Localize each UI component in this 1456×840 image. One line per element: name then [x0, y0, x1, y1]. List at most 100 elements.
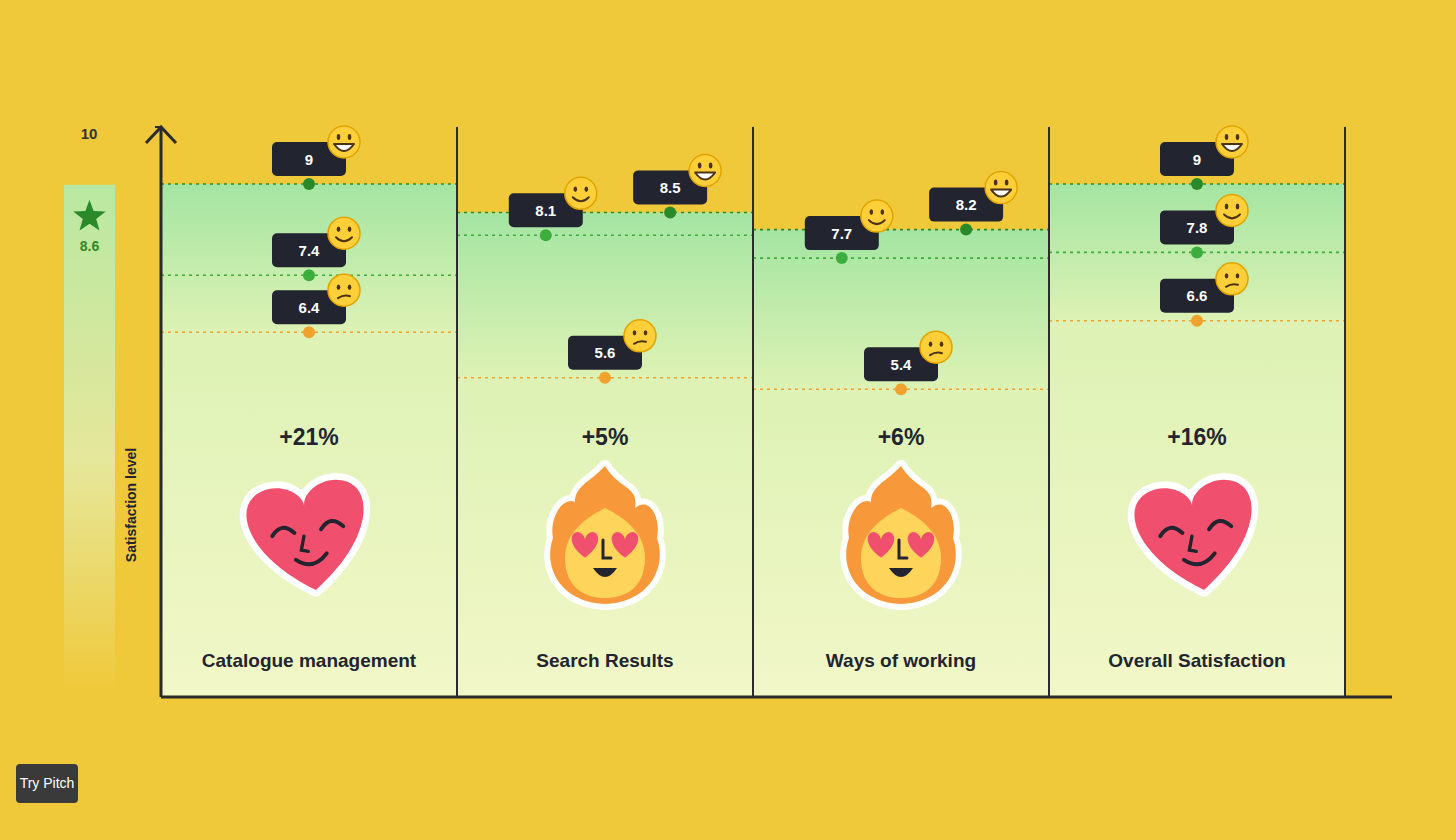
fire-mouth: [593, 568, 617, 577]
heart-icon: [243, 476, 374, 598]
color-bar: [64, 185, 115, 690]
dot: [1191, 246, 1203, 258]
emoji: [689, 155, 721, 187]
fire-inner: [565, 508, 645, 598]
emoji-eye: [644, 330, 648, 335]
panel-fill: [1049, 184, 1345, 697]
data-label: 8.5: [660, 179, 681, 196]
emoji: [1216, 194, 1248, 226]
data-label: 8.1: [535, 202, 556, 219]
emoji-mouth: [1226, 284, 1238, 287]
emoji-mouth: [695, 173, 715, 180]
emoji-eye: [1236, 134, 1240, 140]
category-label: Catalogue management: [202, 650, 417, 671]
heart-body: [243, 476, 374, 598]
page: {"chart_data": {"type": "dot", "categori…: [0, 0, 1456, 840]
panel-fill: [161, 184, 457, 697]
dot: [303, 178, 315, 190]
dot: [664, 207, 676, 219]
emoji-eye: [633, 330, 637, 335]
panel-divider: [1048, 127, 1050, 697]
dot: [303, 326, 315, 338]
emoji-eye: [709, 163, 713, 169]
panel-divider: [456, 127, 458, 697]
fire-outline: [846, 466, 956, 604]
emoji-eye: [698, 163, 702, 169]
dot: [540, 229, 552, 241]
emoji: [565, 177, 597, 209]
panel-divider: [1344, 127, 1346, 697]
emoji-mouth: [1224, 214, 1240, 218]
emoji-eye: [1225, 134, 1229, 140]
emoji-eye: [994, 180, 998, 186]
heart-eye: [320, 519, 343, 529]
emoji: [328, 274, 360, 306]
dot: [960, 224, 972, 236]
heart-nose: [1188, 536, 1197, 552]
emoji-mouth: [634, 341, 646, 344]
panel-divider: [752, 127, 754, 697]
dot: [1191, 178, 1203, 190]
fire-outline: [550, 466, 660, 604]
emoji-mouth: [334, 144, 354, 151]
dot: [895, 383, 907, 395]
level-line: [753, 257, 1049, 259]
emoji-mouth: [336, 237, 352, 241]
data-label: 9: [1193, 151, 1201, 168]
emoji-eye: [1225, 204, 1229, 210]
emoji: [861, 200, 893, 232]
fire-eye: [612, 532, 639, 558]
panel-fill: [753, 230, 1049, 697]
x-axis: [161, 696, 1392, 699]
data-label: 8.2: [956, 196, 977, 213]
axis-arrow: [146, 127, 176, 143]
data-label: 9: [305, 151, 313, 168]
heart-eye: [271, 526, 294, 536]
heart-icon: [1131, 476, 1262, 598]
fire-icon: [550, 466, 660, 604]
y-axis-title: Satisfaction level: [123, 448, 139, 562]
emoji-eye: [348, 226, 352, 232]
data-labels: 6.47.495.68.18.55.47.78.26.67.89: [272, 142, 1234, 381]
emoji-eye: [337, 285, 341, 290]
emoji-face: [1216, 194, 1248, 226]
heart-outline: [243, 476, 374, 598]
emoji-mouth: [930, 353, 942, 356]
emoji: [1216, 126, 1248, 158]
data-label: 7.4: [299, 242, 321, 259]
emoji-mouth: [869, 220, 885, 224]
dot: [1191, 315, 1203, 327]
heart-eye: [1159, 526, 1182, 536]
emoji-face: [689, 155, 721, 187]
emoji-face: [1216, 263, 1248, 295]
data-label: 7.7: [831, 225, 852, 242]
emoji-face: [565, 177, 597, 209]
fire-eye: [908, 532, 935, 558]
benchmark-star: [73, 200, 105, 231]
dot: [599, 372, 611, 384]
emoji-eye: [348, 285, 352, 290]
emoji-face: [328, 126, 360, 158]
emoji-eye: [1236, 273, 1240, 278]
heart-outline: [1131, 476, 1262, 598]
data-label: 6.4: [299, 299, 321, 316]
tick-label: 10: [81, 125, 98, 142]
emoji-eye: [1225, 273, 1229, 278]
emoji-eye: [881, 209, 885, 215]
fire-eye: [868, 532, 895, 558]
emoji: [920, 331, 952, 363]
heart-body: [1131, 476, 1262, 598]
data-label: 7.8: [1187, 219, 1208, 236]
change-label: +5%: [582, 424, 629, 450]
heart-mouth: [1184, 553, 1216, 566]
emoji: [985, 172, 1017, 204]
emoji: [624, 320, 656, 352]
emoji-face: [985, 172, 1017, 204]
data-label: 5.4: [891, 356, 913, 373]
emoji-eye: [337, 226, 341, 232]
emoji-face: [1216, 126, 1248, 158]
change-label: +21%: [279, 424, 338, 450]
emoji-eye: [1005, 180, 1009, 186]
emoji-eye: [870, 209, 874, 215]
emoji-eye: [940, 342, 944, 347]
